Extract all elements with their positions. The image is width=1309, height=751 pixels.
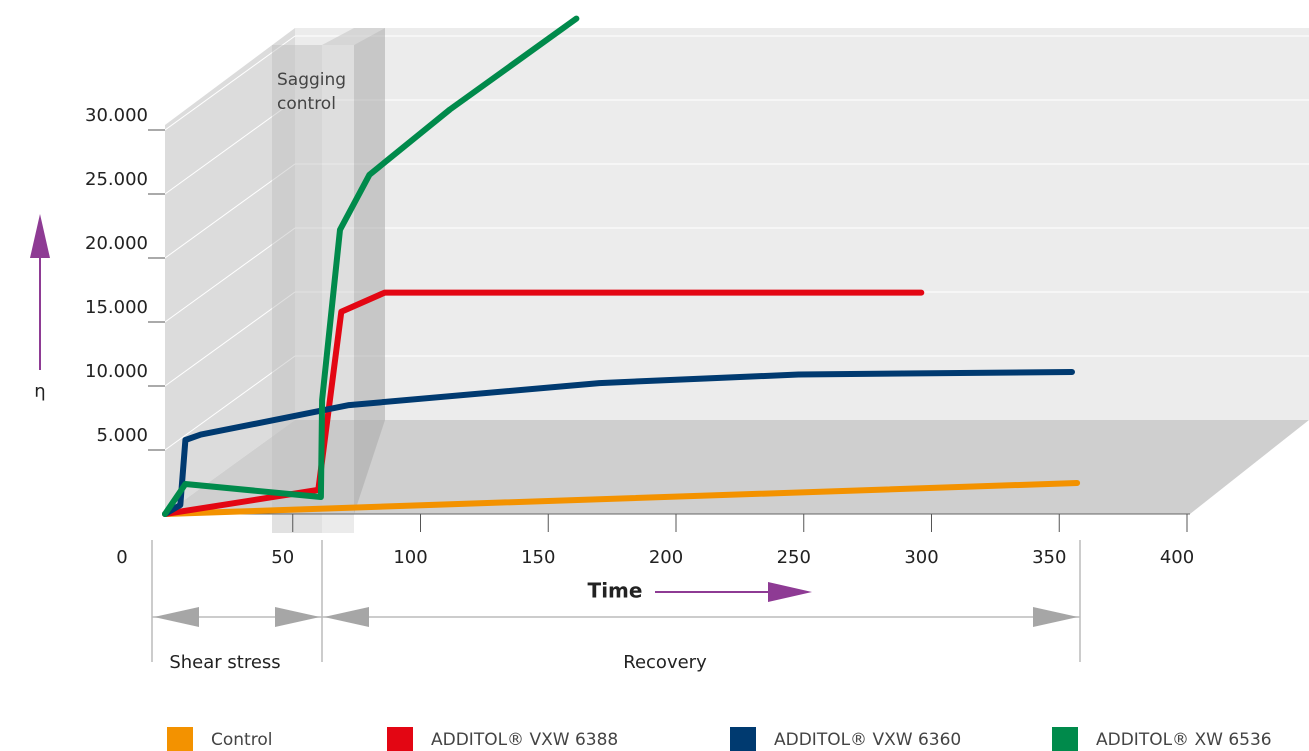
- legend-label: Control: [211, 730, 272, 750]
- x-tick-label: 400: [1160, 547, 1194, 568]
- y-tick-label: 15.000: [85, 297, 148, 318]
- y-tick-label: 25.000: [85, 169, 148, 190]
- sagging-band-front: [322, 45, 354, 533]
- x-tick-label: 100: [393, 547, 427, 568]
- grid-line: [164, 99, 296, 195]
- grid-line: [164, 291, 296, 387]
- legend-label: ADDITOL® VXW 6388: [431, 730, 618, 750]
- grid-line: [164, 227, 296, 323]
- x-tick-label: 300: [904, 547, 938, 568]
- x-tick-label: 0: [116, 547, 127, 568]
- y-axis-title: η: [34, 381, 45, 402]
- legend-label: ADDITOL® XW 6536: [1096, 730, 1272, 750]
- series-line: [162, 15, 580, 517]
- floor: [165, 420, 1309, 514]
- y-arrow-head: [30, 214, 50, 258]
- band-label-1: Sagging control: [277, 70, 346, 114]
- y-tick-label: 5.000: [96, 425, 148, 446]
- y-tick-label: 20.000: [85, 233, 148, 254]
- legend-swatch: [730, 727, 756, 751]
- y-tick-label: 10.000: [85, 361, 148, 382]
- grid-line: [164, 355, 296, 451]
- sagging-band: [272, 45, 322, 533]
- phase-label: Recovery: [623, 652, 707, 673]
- bracket-arrows: [154, 607, 1078, 627]
- phase-label: Shear stress: [169, 652, 280, 673]
- x-arrow-head: [768, 582, 812, 602]
- grid-line: [164, 163, 296, 259]
- x-tick-label: 200: [649, 547, 683, 568]
- legend-swatch: [387, 727, 413, 751]
- sagging-band-side: [354, 28, 385, 514]
- series-line: [162, 289, 925, 517]
- y-tick-label: 30.000: [85, 105, 148, 126]
- x-tick-label: 250: [777, 547, 811, 568]
- series-line: [162, 480, 1081, 517]
- legend-swatch: [1052, 727, 1078, 751]
- legend-label: ADDITOL® VXW 6360: [774, 730, 961, 750]
- grid-line: [164, 35, 296, 131]
- x-tick-label: 50: [271, 547, 294, 568]
- x-tick-label: 350: [1032, 547, 1066, 568]
- x-axis-title: Time: [588, 579, 643, 603]
- back-wall: [295, 28, 1309, 420]
- legend-swatch: [167, 727, 193, 751]
- x-tick-label: 150: [521, 547, 555, 568]
- left-wall: [165, 28, 295, 514]
- sagging-band-top: [322, 28, 385, 45]
